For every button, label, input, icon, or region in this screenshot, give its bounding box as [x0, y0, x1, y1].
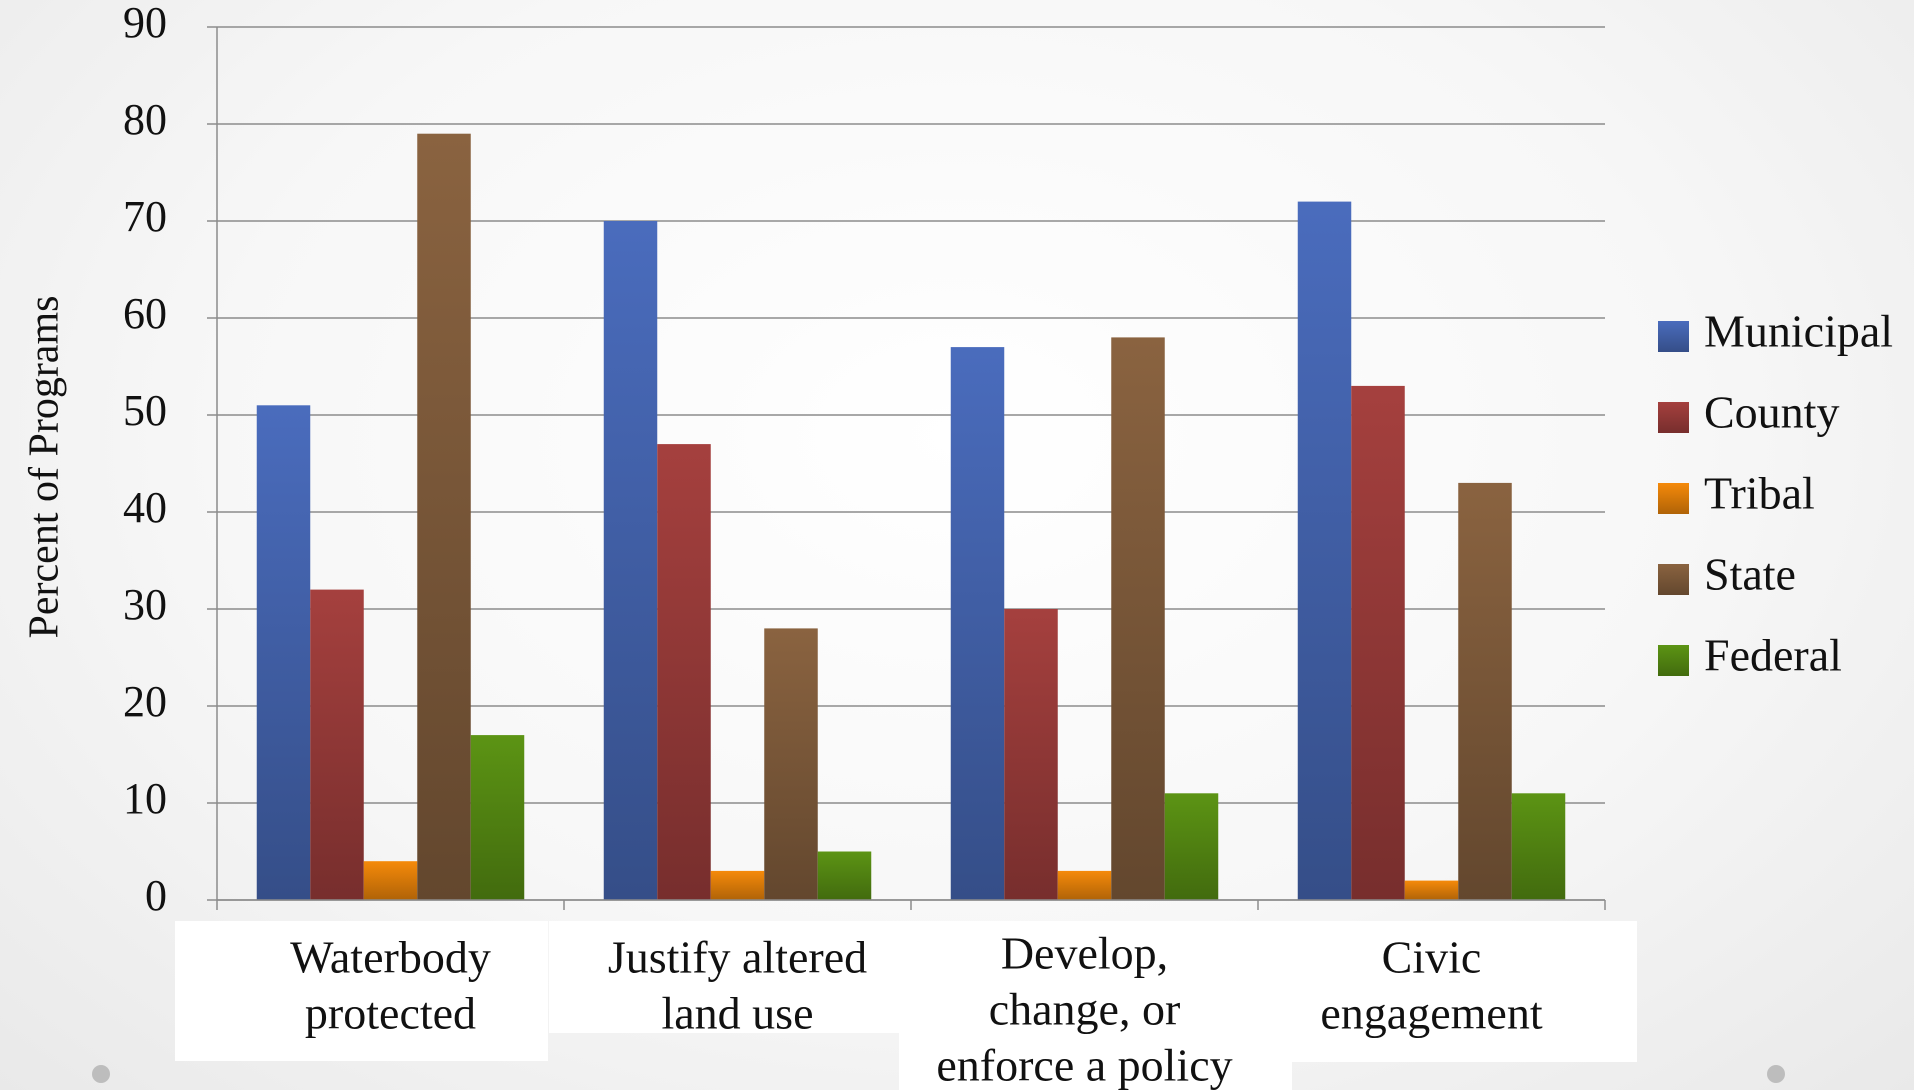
bar-municipal — [256, 405, 311, 900]
bar-municipal — [1297, 201, 1352, 901]
bar-county — [310, 589, 364, 900]
legend-swatch-federal — [1658, 645, 1689, 676]
category-label-box — [1292, 921, 1637, 1062]
y-tick-label: 80 — [123, 95, 167, 144]
legend-label: Federal — [1704, 630, 1842, 681]
category-label-box — [175, 921, 548, 1061]
bar-federal — [1164, 793, 1219, 900]
bar-state — [764, 628, 818, 900]
bar-federal — [817, 851, 872, 900]
category-label-box — [549, 921, 899, 1033]
y-axis-label: Percent of Programs — [22, 296, 68, 639]
bar-state — [1111, 337, 1165, 900]
bar-tribal — [1404, 880, 1459, 900]
bar-tribal — [710, 870, 765, 900]
slide-bullet-left — [92, 1065, 110, 1083]
legend-swatch-municipal — [1658, 321, 1689, 352]
x-category-label: Justify altered — [608, 932, 867, 983]
bar-municipal — [950, 347, 1005, 901]
x-category-label: Civic — [1382, 932, 1482, 983]
legend-swatch-county — [1658, 402, 1689, 433]
x-category-label: Waterbody — [290, 932, 491, 983]
y-tick-label: 50 — [123, 386, 167, 435]
bar-federal — [470, 735, 525, 900]
x-category-label: Develop, — [1001, 928, 1168, 979]
legend-label: County — [1704, 387, 1839, 438]
y-tick-label: 90 — [123, 0, 167, 47]
category-label-box — [899, 921, 1292, 1090]
legend: Municipal County Tribal State Federal — [1658, 306, 1893, 681]
bar-tribal — [363, 861, 418, 900]
y-tick-label: 70 — [123, 192, 167, 241]
bar-county — [1004, 609, 1058, 900]
bar-federal — [1511, 793, 1566, 900]
x-category-label: change, or — [989, 984, 1181, 1035]
slide-bullet-right — [1767, 1065, 1785, 1083]
y-tick-label: 20 — [123, 677, 167, 726]
x-category-label: engagement — [1320, 988, 1542, 1039]
y-tick-label: 60 — [123, 289, 167, 338]
x-category-label: protected — [305, 988, 476, 1039]
axes: 0 10 20 30 40 50 60 70 80 90 — [123, 0, 1606, 920]
legend-label: Municipal — [1704, 306, 1893, 357]
y-tick-label: 10 — [123, 774, 167, 823]
bar-state — [1458, 482, 1512, 900]
bar-tribal — [1057, 870, 1112, 900]
legend-swatch-tribal — [1658, 483, 1689, 514]
y-tick-label: 0 — [145, 871, 167, 920]
legend-label: State — [1704, 549, 1796, 600]
bar-state — [417, 133, 471, 900]
legend-label: Tribal — [1704, 468, 1815, 519]
y-tick-label: 40 — [123, 483, 167, 532]
x-category-label: enforce a policy — [936, 1040, 1232, 1090]
legend-swatch-state — [1658, 564, 1689, 595]
x-category-label: land use — [661, 988, 813, 1039]
bar-county — [657, 444, 711, 900]
bar-municipal — [603, 221, 658, 900]
bars — [256, 133, 1566, 901]
bar-county — [1351, 385, 1405, 900]
y-tick-label: 30 — [123, 580, 167, 629]
